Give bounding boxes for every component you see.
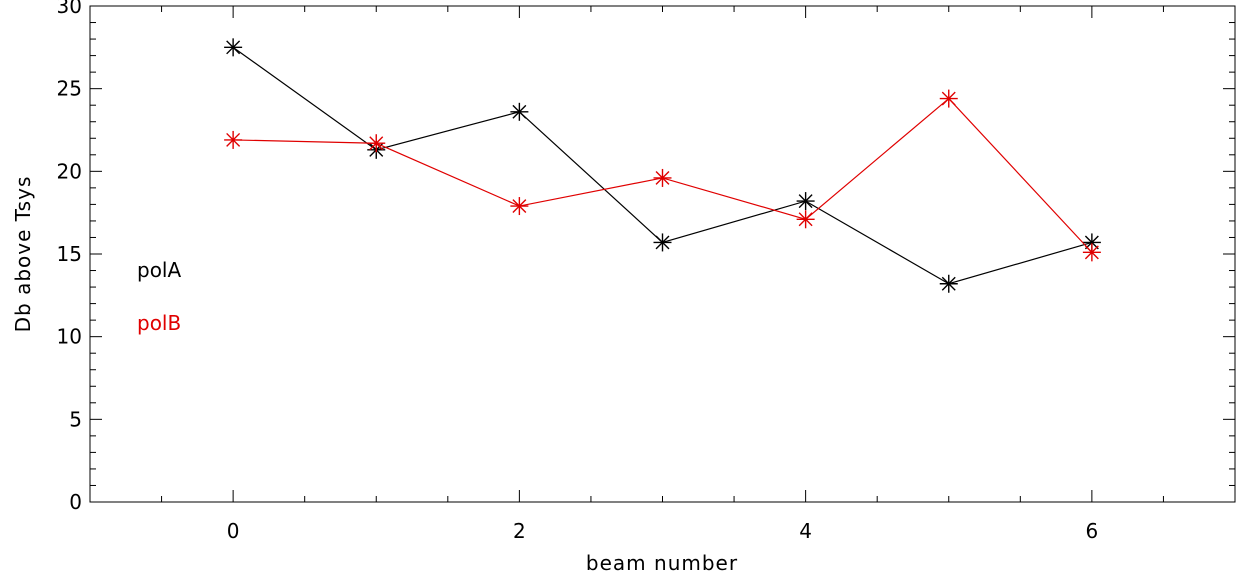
y-tick-label: 15	[57, 242, 82, 266]
plot-border	[89, 5, 1236, 503]
data-point	[224, 130, 243, 149]
y-tick-label: 20	[57, 159, 82, 183]
data-point	[224, 38, 243, 57]
data-point	[510, 102, 529, 121]
data-point	[510, 197, 529, 216]
series-group	[224, 38, 1101, 293]
data-point	[1082, 233, 1101, 252]
x-tick-label: 0	[227, 519, 240, 543]
series-polA	[224, 38, 1101, 293]
data-point	[796, 192, 815, 211]
y-axis-title: Db above Tsys	[11, 176, 35, 333]
series-polB	[224, 89, 1101, 262]
y-tick-label: 25	[57, 77, 82, 101]
data-point	[653, 233, 672, 252]
y-axis: 0 5 10 15 20 25 30	[57, 0, 1235, 514]
data-point	[939, 274, 958, 293]
data-point	[939, 89, 958, 108]
data-point	[653, 168, 672, 187]
x-tick-label: 4	[799, 519, 812, 543]
y-tick-label: 10	[57, 325, 82, 349]
legend-entry-polA: polA	[137, 258, 181, 282]
data-point	[367, 134, 386, 153]
legend: polA polB	[137, 258, 181, 335]
legend-entry-polB: polB	[137, 311, 181, 335]
y-tick-label: 30	[57, 0, 82, 18]
x-tick-label: 2	[513, 519, 526, 543]
data-point	[1082, 243, 1101, 262]
data-point	[796, 210, 815, 229]
x-axis-title: beam number	[586, 551, 738, 575]
y-tick-label: 5	[69, 407, 82, 431]
plot-frame	[89, 5, 1236, 503]
x-axis: 0 2 4 6	[89, 6, 1236, 543]
x-tick-label: 6	[1086, 519, 1099, 543]
y-tick-label: 0	[69, 490, 82, 514]
